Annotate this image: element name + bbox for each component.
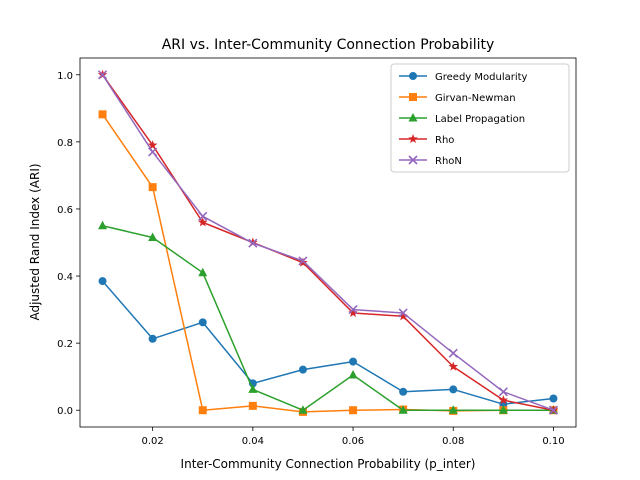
chart-title: ARI vs. Inter-Community Connection Proba… (162, 37, 495, 53)
legend-label-greedy-modularity: Greedy Modularity (435, 72, 528, 83)
data-point-rhon (198, 211, 208, 221)
data-point-greedy-modularity (298, 365, 307, 374)
legend-marker-label-propagation (408, 113, 418, 122)
legend-label-label-propagation: Label Propagation (435, 114, 525, 125)
data-point-greedy-modularity (549, 394, 558, 403)
data-point-girvan-newman (248, 401, 257, 410)
legend-marker-greedy-modularity (409, 72, 417, 80)
data-point-rho (448, 361, 459, 371)
data-point-greedy-modularity (349, 357, 358, 366)
data-point-rhon (548, 405, 559, 415)
legend-marker-rho (408, 134, 418, 144)
data-point-label-propagation (498, 405, 508, 414)
y-tick-label: 1.0 (57, 71, 73, 82)
data-point-label-propagation (98, 220, 108, 230)
data-point-label-propagation (248, 384, 258, 393)
x-tick-label: 0.06 (342, 436, 364, 447)
data-point-label-propagation (198, 267, 208, 277)
data-point-label-propagation (298, 405, 308, 414)
data-point-rho (398, 311, 408, 321)
data-point-label-propagation (148, 232, 158, 241)
series-greedy-modularity (98, 277, 558, 409)
data-point-rhon (348, 305, 358, 315)
data-point-rho (248, 237, 258, 247)
data-point-girvan-newman (98, 110, 107, 119)
data-point-rhon (448, 348, 458, 358)
data-point-label-propagation (448, 405, 458, 414)
series-line-rhon (101, 74, 554, 411)
y-tick-label: 0.8 (57, 138, 73, 149)
legend-box (390, 63, 570, 173)
data-point-rho (348, 307, 358, 317)
legend-marker-girvan-newman (409, 93, 417, 101)
data-point-rho (197, 217, 208, 227)
data-point-rhon (97, 70, 108, 80)
data-point-girvan-newman (148, 183, 157, 192)
plot-area: 0.02 0.04 0.06 0.08 0.10 0.0 0.2 0.4 0.6 0.8 1.0 (57, 57, 577, 447)
data-point-greedy-modularity (148, 334, 157, 343)
x-axis-label: Inter-Community Connection Probability (… (181, 457, 476, 471)
data-point-rho (498, 395, 509, 405)
series-rhon (97, 70, 559, 415)
series-line-label-propagation (102, 224, 554, 411)
y-tick-label: 0.2 (57, 339, 73, 350)
data-point-rhon (148, 147, 158, 157)
data-point-greedy-modularity (98, 277, 107, 286)
legend-label-girvan-newman: Girvan-Newman (435, 93, 516, 104)
y-axis-label: Adjusted Rand Index (ARI) (28, 163, 42, 320)
data-point-rho (298, 257, 308, 267)
data-point-greedy-modularity (399, 387, 408, 396)
data-point-rhon (298, 256, 308, 266)
legend-label-rho: Rho (435, 135, 454, 146)
x-tick-label: 0.02 (142, 436, 164, 447)
data-point-rho (147, 140, 158, 150)
axes-frame (79, 57, 577, 428)
legend-marker-rhon (408, 155, 418, 165)
data-point-girvan-newman (198, 406, 207, 415)
data-point-girvan-newman (349, 406, 358, 415)
y-tick-label: 0.6 (57, 205, 73, 216)
data-point-label-propagation (348, 370, 358, 379)
data-point-rhon (398, 308, 408, 318)
x-tick-label: 0.04 (242, 436, 264, 447)
x-tick-label: 0.08 (442, 436, 464, 447)
data-point-greedy-modularity (449, 385, 458, 394)
legend: Greedy Modularity Girvan-Newman Label Prop… (390, 63, 570, 173)
data-point-rhon (498, 387, 508, 397)
y-tick-label: 0.4 (57, 272, 73, 283)
x-tick-label: 0.10 (542, 436, 564, 447)
data-point-greedy-modularity (198, 318, 207, 327)
legend-label-rhon: RhoN (435, 156, 462, 167)
data-point-label-propagation (398, 405, 408, 414)
data-point-rhon (248, 238, 258, 248)
y-tick-label: 0.0 (57, 406, 73, 417)
series-line-greedy-modularity (101, 280, 554, 405)
